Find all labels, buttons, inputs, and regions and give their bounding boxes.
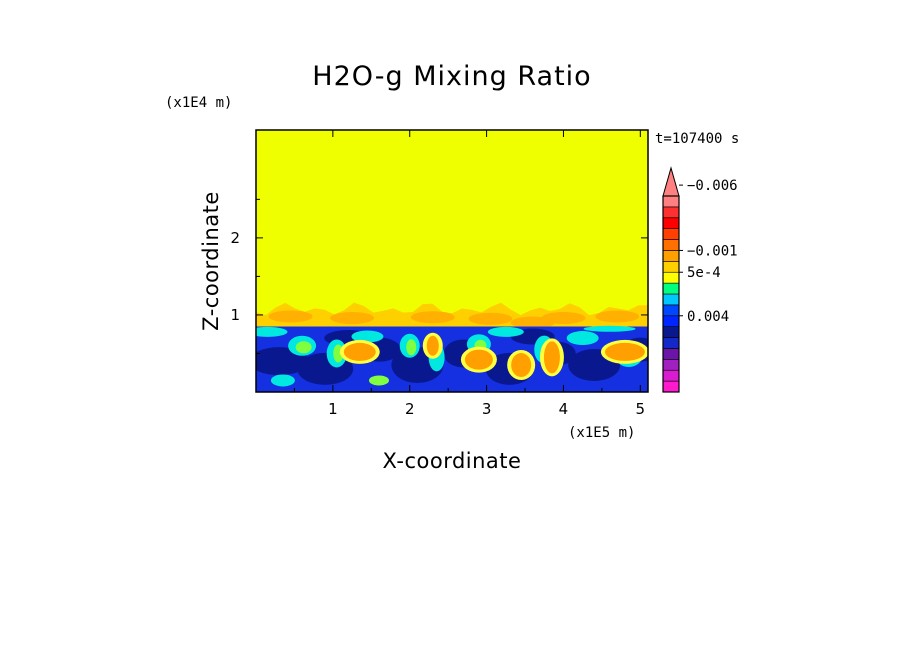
y-tick-label: 1 (230, 306, 240, 324)
moist-filament (566, 331, 599, 346)
y-tick-label: 2 (230, 229, 240, 247)
colorbar-swatch (662, 348, 680, 360)
transition-blob (268, 310, 313, 323)
moist-core (406, 339, 417, 356)
colorbar-frame (662, 195, 680, 393)
moist-plume (426, 335, 439, 356)
x-tick-label: 5 (636, 400, 646, 418)
colorbar-tick-label: 0.004 (687, 309, 729, 325)
colorbar-swatch (662, 195, 680, 208)
moist-plume (511, 353, 532, 378)
x-tick-label: 4 (559, 400, 569, 418)
moist-filament (583, 325, 636, 332)
x-axis-title: X-coordinate (383, 449, 522, 473)
colorbar-swatch (662, 380, 680, 393)
moist-filament (270, 374, 295, 387)
colorbar: 0.004 5e-4 −0.001 −0.006 (662, 166, 738, 393)
colorbar-swatch (662, 206, 680, 219)
colorbar-swatch (662, 250, 680, 262)
moist-filament (256, 326, 288, 337)
moist-plume (543, 341, 560, 374)
colorbar-extend-arrow (662, 166, 680, 197)
moist-filament (351, 330, 384, 343)
colorbar-swatch (662, 359, 680, 371)
moist-core (295, 341, 312, 354)
transition-blob (410, 311, 455, 324)
moist-plume (464, 349, 493, 370)
colorbar-swatch (662, 304, 680, 317)
colorbar-swatch (662, 369, 680, 382)
colorbar-tick-label: 5e-4 (687, 265, 721, 281)
transition-blob (595, 310, 640, 323)
colorbar-swatch (662, 315, 680, 327)
colorbar-tick-label: −0.006 (687, 178, 738, 194)
colorbar-swatch (662, 228, 680, 240)
colorbar-tick-label: −0.001 (687, 243, 738, 259)
colorbar-swatch (662, 271, 680, 284)
colorbar-swatch (662, 337, 680, 349)
moist-filament (487, 326, 524, 337)
x-tick-label: 1 (328, 400, 338, 418)
moist-core (368, 375, 389, 386)
chart-title: H2O-g Mixing Ratio (312, 61, 591, 92)
x-tick-label: 2 (405, 400, 415, 418)
colorbar-swatch (662, 217, 680, 229)
moist-plume (604, 342, 645, 361)
colorbar-swatch (662, 261, 680, 273)
y-axis-title: Z-coordinate (199, 191, 223, 331)
plot-frame (255, 129, 649, 393)
field-layers (256, 130, 648, 392)
colorbar-swatch (662, 282, 680, 295)
transition-blob (510, 316, 555, 329)
x-axis-ticks: 1 2 3 4 5 (293, 130, 646, 418)
x-scale-label: (x1E5 m) (568, 425, 635, 441)
transition-blob (330, 312, 375, 325)
colorbar-swatch (662, 326, 680, 338)
y-scale-label: (x1E4 m) (165, 95, 232, 111)
y-axis-ticks: 12 (230, 198, 648, 354)
x-tick-label: 3 (482, 400, 492, 418)
moist-plume (343, 342, 376, 361)
transition-blob (468, 312, 513, 325)
colorbar-swatch (662, 293, 680, 306)
colorbar-swatch (662, 239, 680, 251)
time-label: t=107400 s (655, 131, 739, 147)
plot-area (255, 129, 649, 393)
